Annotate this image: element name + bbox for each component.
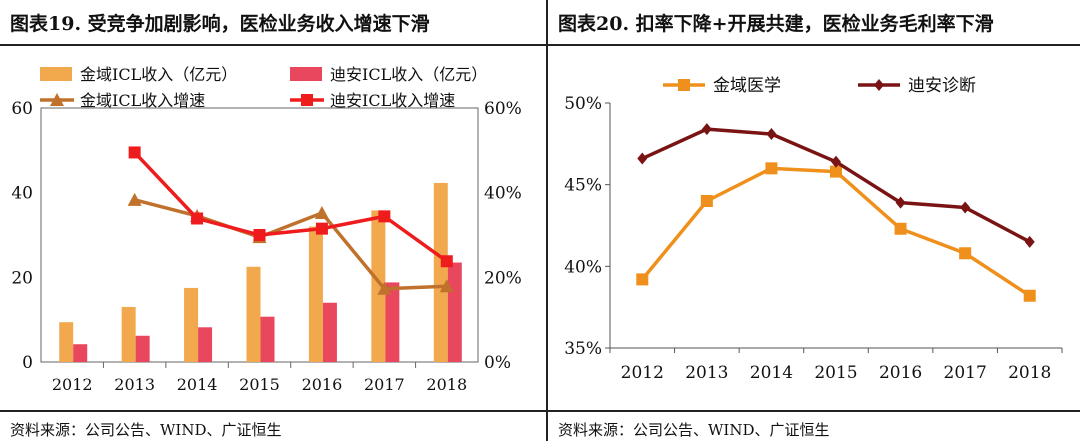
jc-revenue-bar	[433, 182, 448, 362]
legend-label: 迪安ICL收入增速	[330, 91, 455, 110]
left-x-tick-label: 2012	[52, 375, 93, 394]
right-y-tick-label: 0%	[484, 353, 511, 373]
margin-x-tick-label: 2013	[685, 363, 728, 383]
da-revenue-bar	[260, 316, 275, 362]
da-margin-point	[960, 201, 971, 214]
jc-revenue-bar	[246, 266, 261, 362]
jc-margin-point	[700, 195, 713, 207]
jc-growth-point	[439, 279, 454, 293]
legend-label: 金域ICL收入（亿元）	[80, 65, 237, 84]
legend-marker	[874, 79, 884, 91]
jc-margin-point	[1023, 289, 1036, 302]
jc-revenue-bar	[59, 322, 74, 362]
legend-marker	[678, 79, 690, 91]
left-x-tick-label: 2014	[177, 375, 218, 394]
left-x-tick-label: 2015	[239, 375, 280, 394]
da-growth-point	[128, 146, 141, 159]
da-revenue-bar	[73, 344, 88, 362]
da-revenue-bar	[385, 282, 400, 362]
da-margin-point	[637, 152, 648, 165]
left-footer-divider	[0, 410, 546, 412]
da-margin-point	[701, 123, 712, 136]
da-growth-point	[191, 212, 204, 225]
left-x-tick-label: 2013	[114, 375, 155, 394]
left-chart: 0 20 40 60 0% 20% 40% 60% 2012 2013 2014 2015 2016 20…	[11, 65, 522, 394]
da-margin-line	[641, 127, 1031, 244]
left-x-tick-label: 2017	[364, 375, 405, 394]
jc-margin-point	[894, 222, 907, 235]
right-chart: 35% 40% 45% 50% 2012 2013 2014 2015 2016 2017 2018…	[564, 76, 1063, 383]
margin-y-tick-label: 40%	[564, 257, 602, 277]
right-source-note: 资料来源：公司公告、WIND、广证恒生	[558, 421, 830, 439]
margin-x-tick-label: 2015	[814, 363, 857, 383]
right-chart-panel: 图表20. 扣率下降+开展共建，医检业务毛利率下滑 35% 40% 45% 50% 20…	[548, 0, 1080, 441]
jc-margin-point	[959, 247, 972, 260]
da-margin-point	[895, 196, 906, 209]
margin-x-tick-label: 2018	[1008, 363, 1051, 383]
jc-revenue-bar	[371, 210, 386, 362]
da-margin-point	[1024, 235, 1035, 248]
margin-x-tick-label: 2012	[621, 363, 664, 383]
margin-y-tick-label: 50%	[564, 94, 602, 114]
da-revenue-bar	[135, 335, 150, 362]
right-chart-title: 图表20. 扣率下降+开展共建，医检业务毛利率下滑	[558, 13, 994, 35]
jc-growth-line	[134, 198, 447, 291]
legend-label: 迪安ICL收入（亿元）	[330, 65, 487, 84]
legend-swatch	[40, 67, 72, 81]
left-y-tick-label: 60	[11, 99, 33, 119]
legend-label: 金域医学	[713, 76, 781, 96]
da-growth-line	[133, 151, 448, 263]
jc-growth-point	[314, 205, 329, 219]
da-revenue-bar	[198, 327, 213, 362]
da-margin-point	[831, 155, 841, 168]
margin-x-tick-label: 2017	[944, 363, 987, 383]
right-chart-title-bar: 图表20. 扣率下降+开展共建，医检业务毛利率下滑	[548, 0, 1080, 44]
jc-margin-point	[830, 165, 842, 178]
margin-x-tick-label: 2016	[879, 363, 922, 383]
da-revenue-bar	[322, 302, 337, 362]
margin-y-tick-label: 45%	[564, 176, 602, 196]
right-y-tick-label: 20%	[484, 268, 522, 288]
da-growth-point	[253, 229, 266, 241]
jc-growth-point	[377, 281, 392, 295]
legend-label: 金域ICL收入增速	[80, 91, 205, 110]
right-y-tick-label: 40%	[484, 184, 522, 204]
jc-margin-point	[765, 162, 778, 175]
da-growth-point	[315, 222, 328, 235]
jc-margin-point	[636, 273, 649, 286]
margin-x-tick-label: 2014	[750, 363, 793, 383]
jc-revenue-bar	[121, 306, 136, 362]
jc-revenue-bar	[184, 287, 199, 362]
right-footer-divider	[548, 410, 1080, 412]
left-chart-title: 图表19. 受竞争加剧影响，医检业务收入增速下滑	[10, 13, 430, 35]
left-x-tick-label: 2016	[302, 375, 343, 394]
right-title-divider	[548, 44, 1080, 46]
margin-y-tick-label: 35%	[564, 339, 602, 359]
left-chart-title-bar: 图表19. 受竞争加剧影响，医检业务收入增速下滑	[0, 0, 546, 44]
left-y-tick-label: 40	[11, 184, 33, 204]
legend-marker	[50, 93, 64, 106]
da-growth-point	[440, 255, 453, 268]
left-source-note: 资料来源：公司公告、WIND、广证恒生	[10, 421, 282, 439]
left-y-tick-label: 0	[22, 353, 33, 373]
legend-swatch	[290, 67, 322, 81]
jc-margin-line	[640, 166, 1031, 298]
da-margin-point	[766, 128, 777, 141]
left-y-tick-label: 20	[11, 268, 33, 288]
da-growth-point	[378, 210, 391, 223]
jc-growth-point	[127, 192, 142, 206]
left-x-tick-label: 2018	[426, 375, 467, 394]
left-title-divider	[0, 44, 546, 46]
jc-revenue-bar	[308, 226, 323, 362]
panel-divider	[546, 0, 548, 441]
left-chart-panel: 图表19. 受竞争加剧影响，医检业务收入增速下滑 0 20 40 60 0% 20% 40%…	[0, 0, 546, 439]
da-revenue-bar	[447, 262, 462, 362]
legend-marker	[301, 94, 313, 106]
legend-label: 迪安诊断	[908, 76, 976, 96]
right-y-tick-label: 60%	[484, 99, 522, 119]
